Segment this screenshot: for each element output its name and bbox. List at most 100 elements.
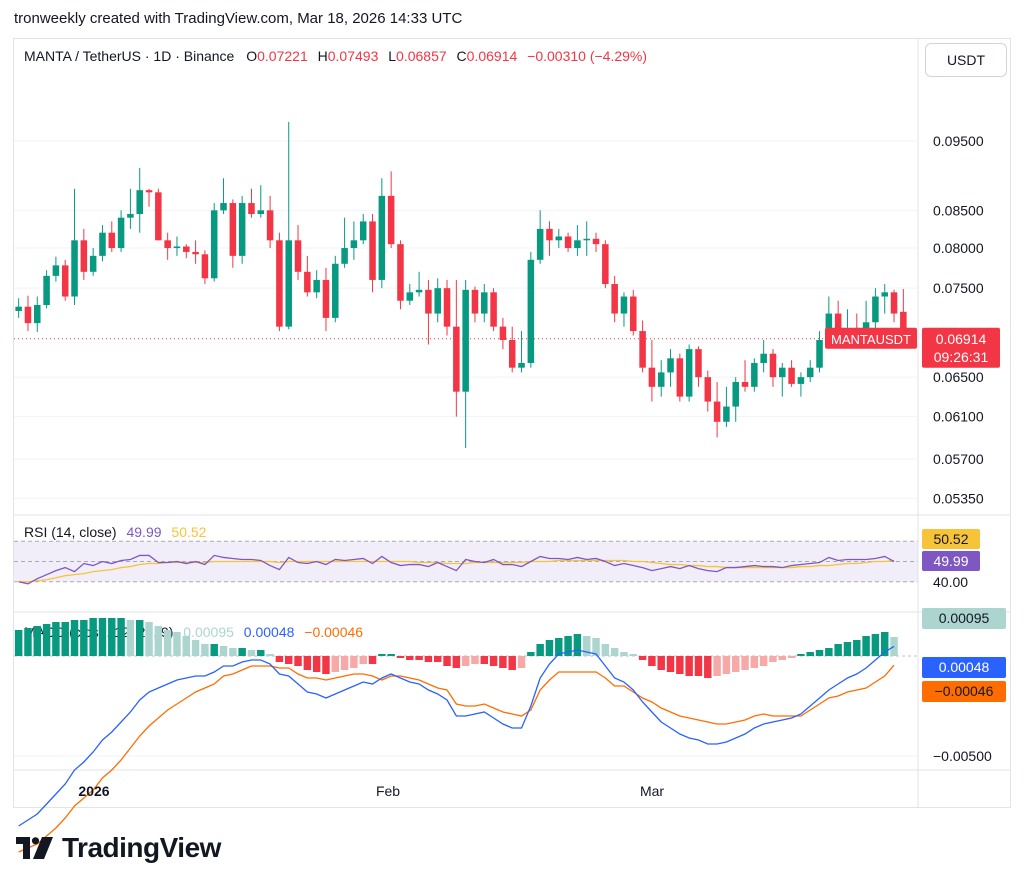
brand-name: TradingView — [62, 832, 221, 863]
macd-histogram-bar — [126, 620, 135, 656]
macd-histogram-bar — [80, 620, 88, 656]
macd-histogram-bar — [247, 650, 256, 656]
candle-body — [117, 217, 125, 249]
macd-histogram-bar — [555, 638, 563, 656]
candle-body — [648, 367, 656, 387]
macd-histogram-bar — [219, 646, 228, 656]
rsi-line — [18, 554, 895, 585]
candle-body — [276, 240, 283, 327]
candle-body — [164, 240, 171, 249]
candle-body — [248, 203, 255, 215]
price-tick-label: 0.06500 — [933, 369, 984, 385]
macd-histogram-bar — [378, 654, 386, 656]
candle-body — [387, 195, 395, 245]
candle-body — [527, 259, 535, 363]
candle-body — [508, 340, 516, 368]
macd-histogram-bar — [24, 628, 32, 656]
candle-body — [685, 349, 693, 397]
candle-body — [769, 353, 777, 378]
macd-histogram-bar — [52, 622, 60, 656]
macd-histogram-bar — [797, 654, 805, 656]
rsi-ma-badge-text: 50.52 — [933, 531, 968, 547]
candle-body — [15, 306, 22, 311]
candle-body — [425, 289, 432, 314]
macd-histogram-bar — [331, 656, 340, 672]
macd-histogram-bar — [257, 650, 265, 656]
macd-histogram-bar — [14, 630, 23, 656]
macd-histogram-bar — [480, 656, 489, 664]
macd-histogram-bar — [685, 656, 693, 676]
candle-body — [24, 306, 32, 324]
chart-caption: tronweekly created with TradingView.com,… — [14, 10, 463, 27]
candle-body — [332, 263, 339, 318]
candle-body — [99, 232, 106, 256]
macd-histogram-bar — [657, 656, 665, 670]
candle-body — [61, 265, 69, 297]
macd-histogram-bar — [70, 620, 79, 656]
change-value: −0.00310 (−4.29%) — [527, 48, 648, 64]
price-badge — [922, 327, 1000, 368]
candle-body — [462, 289, 469, 392]
candle-body — [183, 246, 190, 252]
close-label: C — [456, 48, 467, 64]
high-value: 0.07493 — [327, 48, 379, 64]
candle-body — [760, 353, 767, 363]
macd-histogram-bar — [610, 648, 619, 656]
rsi-value: 49.99 — [126, 524, 162, 540]
rsi-title[interactable]: RSI (14, close) — [24, 524, 117, 540]
macd-histogram-bar — [163, 630, 172, 656]
macd-histogram-bar — [238, 648, 246, 656]
symbol-label[interactable]: MANTA / TetherUS · 1D · Binance — [24, 48, 235, 64]
candle-body — [434, 288, 441, 314]
time-tick-label: 2026 — [78, 783, 109, 799]
candle-body — [499, 326, 507, 341]
candle-body — [369, 221, 376, 280]
rsi-badge — [922, 551, 980, 571]
rsi-ma-badge — [922, 529, 980, 549]
candle-body — [676, 358, 684, 397]
candle-body — [238, 203, 246, 256]
low-label: L — [388, 48, 397, 64]
macd-histogram-bar — [154, 626, 163, 656]
macd-histogram-bar — [33, 626, 42, 656]
candle-body — [34, 304, 41, 324]
macd-histogram-bar — [135, 620, 144, 656]
macd-histogram-bar — [415, 656, 423, 660]
macd-histogram-bar — [815, 650, 824, 656]
macd-histogram-bar — [601, 644, 610, 656]
candle-body — [350, 240, 358, 249]
macd-histogram-bar — [769, 656, 777, 662]
macd-histogram-bar — [713, 656, 721, 676]
candle-body — [145, 190, 153, 193]
candle-body — [518, 362, 525, 368]
price-tick-label: 0.08500 — [933, 202, 984, 218]
currency-unit-button[interactable]: USDT — [925, 43, 1007, 77]
candle-body — [127, 214, 134, 218]
time-tick-label: Feb — [376, 783, 400, 799]
candle-body — [378, 195, 386, 280]
macd-histogram-bar — [545, 640, 554, 656]
candle-body — [751, 362, 758, 387]
macd-hist-badge-text: 0.00095 — [939, 610, 990, 626]
macd-signal-value: −0.00046 — [304, 624, 364, 640]
price-tick-label: 0.08000 — [933, 240, 984, 256]
macd-histogram-bar — [843, 642, 852, 656]
price-badge-value: 0.06914 — [936, 331, 987, 347]
symbol-badge-text: MANTAUSDT — [831, 332, 911, 347]
macd-signal-badge — [922, 681, 1006, 702]
candle-body — [210, 210, 218, 279]
candle-body — [630, 296, 637, 332]
candle-body — [89, 255, 97, 272]
macd-histogram-bar — [704, 656, 712, 678]
macd-histogram-bar — [201, 644, 209, 656]
candle-body — [788, 367, 795, 384]
candle-body — [741, 381, 749, 387]
tradingview-logo[interactable]: TradingView — [16, 832, 221, 864]
macd-histogram-bar — [396, 656, 405, 658]
low-value: 0.06857 — [396, 48, 447, 64]
macd-histogram-bar — [666, 656, 675, 672]
macd-histogram-bar — [173, 632, 181, 656]
macd-histogram-bar — [694, 656, 703, 676]
rsi-legend: RSI (14, close) 49.99 50.52 — [24, 524, 206, 540]
